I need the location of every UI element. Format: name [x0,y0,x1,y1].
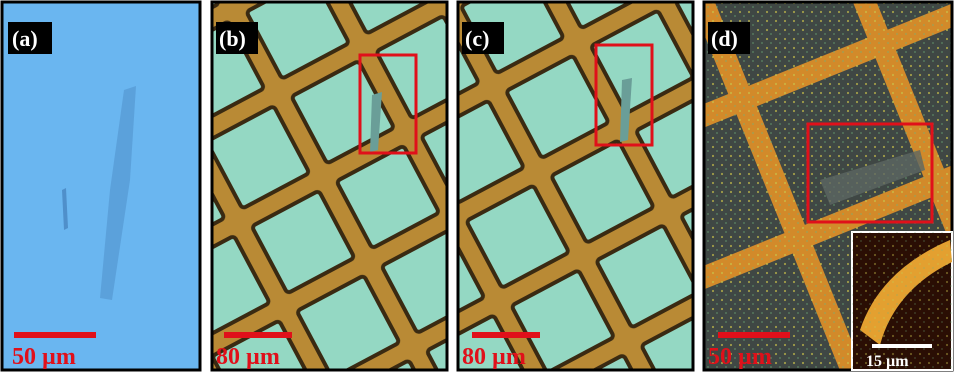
scale-label: 80 µm [462,344,526,370]
panel-d: 15 µm (d) 50 µm [704,2,952,370]
panel-label: (a) [12,26,38,51]
panel-b: (b) 80 µm [212,2,447,370]
inset: 15 µm [852,232,952,370]
panel-a: (a) 50 µm [2,2,200,370]
scale-label: 80 µm [216,344,280,370]
scale-label: 50 µm [708,344,772,370]
inset-scale-label: 15 µm [866,353,909,370]
scale-label: 50 µm [12,344,76,370]
panel-label: (c) [465,26,489,51]
panel-c: (c) 80 µm [458,2,693,370]
panel-label: (d) [711,26,738,51]
figure: (a) 50 µm (b) 80 µm (c) 80 µm [0,0,954,372]
page: (a) 50 µm (b) 80 µm (c) 80 µm [0,0,954,372]
panel-label: (b) [219,26,246,51]
